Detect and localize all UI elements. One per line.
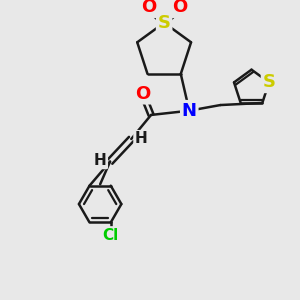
Text: S: S <box>262 74 275 92</box>
Text: H: H <box>94 153 106 168</box>
Text: N: N <box>182 102 197 120</box>
Text: O: O <box>141 0 156 16</box>
Text: O: O <box>135 85 150 103</box>
Text: Cl: Cl <box>103 228 119 243</box>
Text: H: H <box>135 131 148 146</box>
Text: O: O <box>172 0 187 16</box>
Text: S: S <box>158 14 171 32</box>
